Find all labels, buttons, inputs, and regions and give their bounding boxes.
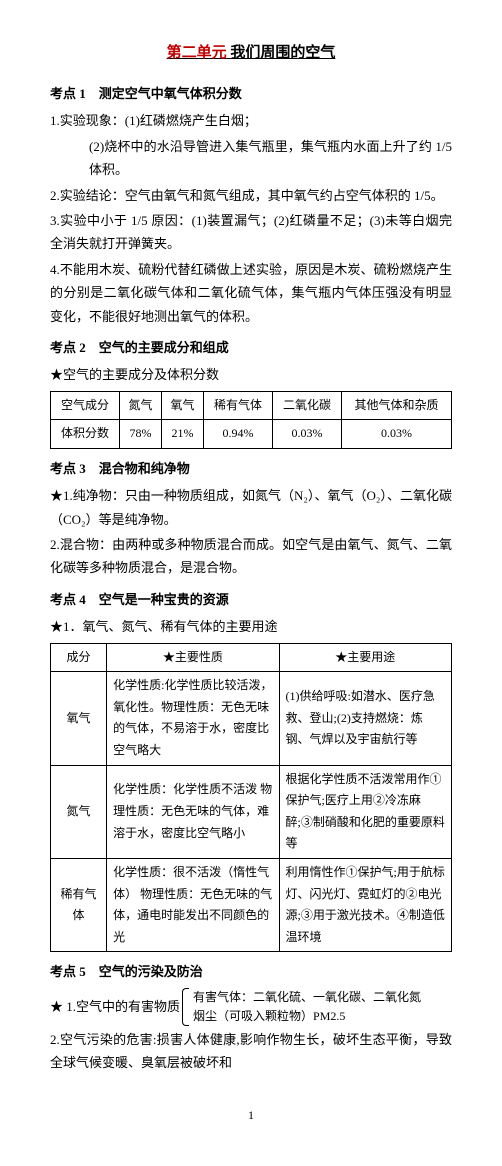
kd1-line5: 4.不能用木炭、硫粉代替红磷做上述实验，原因是木炭、硫粉燃烧产生的分别是二氧化碳…	[50, 258, 452, 328]
kd1-line2: (2)烧杯中的水沿导管进入集气瓶里，集气瓶内水面上升了约 1/5 体积。	[50, 135, 452, 182]
h2: ★主要用途	[279, 643, 451, 672]
th3: 稀有气体	[203, 391, 272, 420]
h1: ★主要性质	[107, 643, 279, 672]
r2-prop: 化学性质：化学性质不活泼 物理性质：无色无味的气体，难溶于水，密度比空气略小	[107, 765, 279, 858]
kd3-heading: 考点 3 混合物和纯净物	[50, 457, 452, 480]
tv3: 0.94%	[203, 420, 272, 449]
kd1-line3: 2.实验结论：空气由氧气和氮气组成，其中氧气约占空气体积的 1/5。	[50, 184, 452, 207]
r3-use: 利用惰性作①保护气;用于航标灯、闪光灯、霓虹灯的②电光源;③用于激光技术。④制造…	[279, 858, 451, 951]
title-sub: 我们周围的空气	[230, 45, 335, 61]
kd1-line1: 1.实验现象：(1)红磷燃烧产生白烟；	[50, 109, 452, 132]
bracket-content: 有害气体：二氧化硫、一氧化碳、二氧化氮 烟尘（可吸入颗粒物）PM2.5	[193, 988, 421, 1026]
tv5: 0.03%	[342, 420, 452, 449]
kd1-line4: 3.实验中小于 1/5 原因：(1)装置漏气；(2)红磷量不足；(3)未等白烟完…	[50, 209, 452, 256]
kd2-heading: 考点 2 空气的主要成分和组成	[50, 336, 452, 359]
bracket-line1: 有害气体：二氧化硫、一氧化碳、二氧化氮	[193, 988, 421, 1007]
th2: 氧气	[162, 391, 204, 420]
kd4-heading: 考点 4 空气是一种宝贵的资源	[50, 588, 452, 611]
page-title: 第二单元 我们周围的空气	[50, 40, 452, 67]
r1-prop: 化学性质:化学性质比较活泼，氧化性。物理性质：无色无味的气体，不易溶于水，密度比…	[107, 672, 279, 765]
r1-name: 氧气	[51, 672, 107, 765]
r3-prop: 化学性质：很不活泼（惰性气体） 物理性质：无色无味的气体，通电时能发出不同颜色的…	[107, 858, 279, 951]
kd5-line2: 2.空气污染的危害:损害人体健康,影响作物生长，破坏生态平衡，导致全球气候变暖、…	[50, 1028, 452, 1075]
tv1: 78%	[120, 420, 162, 449]
tv0: 体积分数	[51, 420, 120, 449]
th4: 二氧化碳	[273, 391, 342, 420]
table-row: 体积分数 78% 21% 0.94% 0.03% 0.03%	[51, 420, 452, 449]
kd1-heading: 考点 1 测定空气中氧气体积分数	[50, 82, 452, 105]
table-row: 空气成分 氮气 氧气 稀有气体 二氧化碳 其他气体和杂质	[51, 391, 452, 420]
tv4: 0.03%	[273, 420, 342, 449]
page-number: 1	[50, 1105, 452, 1127]
r1-use: (1)供给呼吸:如潜水、医疗急救、登山;(2)支持燃烧：炼钢、气焊以及宇宙航行等	[279, 672, 451, 765]
kd5-bracket-block: ★ 1.空气中的有害物质 有害气体：二氧化硫、一氧化碳、二氧化氮 烟尘（可吸入颗…	[50, 988, 452, 1026]
table-row: 氮气 化学性质：化学性质不活泼 物理性质：无色无味的气体，难溶于水，密度比空气略…	[51, 765, 452, 858]
table-row: 氧气 化学性质:化学性质比较活泼，氧化性。物理性质：无色无味的气体，不易溶于水，…	[51, 672, 452, 765]
kd3-star2: 2.混合物：由两种或多种物质混合而成。如空气是由氧气、氮气、二氧化碳等多种物质混…	[50, 533, 452, 580]
table-row: 稀有气体 化学性质：很不活泼（惰性气体） 物理性质：无色无味的气体，通电时能发出…	[51, 858, 452, 951]
r3-name: 稀有气体	[51, 858, 107, 951]
table-row: 成分 ★主要性质 ★主要用途	[51, 643, 452, 672]
kd2-star: ★空气的主要成分及体积分数	[50, 363, 452, 386]
kd2-table: 空气成分 氮气 氧气 稀有气体 二氧化碳 其他气体和杂质 体积分数 78% 21…	[50, 391, 452, 449]
th0: 空气成分	[51, 391, 120, 420]
bracket-line2: 烟尘（可吸入颗粒物）PM2.5	[193, 1007, 421, 1026]
r2-use: 根据化学性质不活泼常用作①保护气;医疗上用②冷冻麻醉;③制硝酸和化肥的重要原料等	[279, 765, 451, 858]
bracket-icon	[182, 988, 189, 1026]
th5: 其他气体和杂质	[342, 391, 452, 420]
title-unit: 第二单元	[167, 45, 227, 61]
kd3-star1: ★1.纯净物：只由一种物质组成，如氮气（N₂）、氧气（O₂）、二氧化碳（CO₂）…	[50, 484, 452, 531]
h0: 成分	[51, 643, 107, 672]
kd5-heading: 考点 5 空气的污染及防治	[50, 960, 452, 983]
kd4-star: ★1．氧气、氮气、稀有气体的主要用途	[50, 615, 452, 638]
tv2: 21%	[162, 420, 204, 449]
r2-name: 氮气	[51, 765, 107, 858]
kd4-table: 成分 ★主要性质 ★主要用途 氧气 化学性质:化学性质比较活泼，氧化性。物理性质…	[50, 643, 452, 953]
kd5-star1-prefix: ★ 1.空气中的有害物质	[50, 995, 180, 1018]
th1: 氮气	[120, 391, 162, 420]
